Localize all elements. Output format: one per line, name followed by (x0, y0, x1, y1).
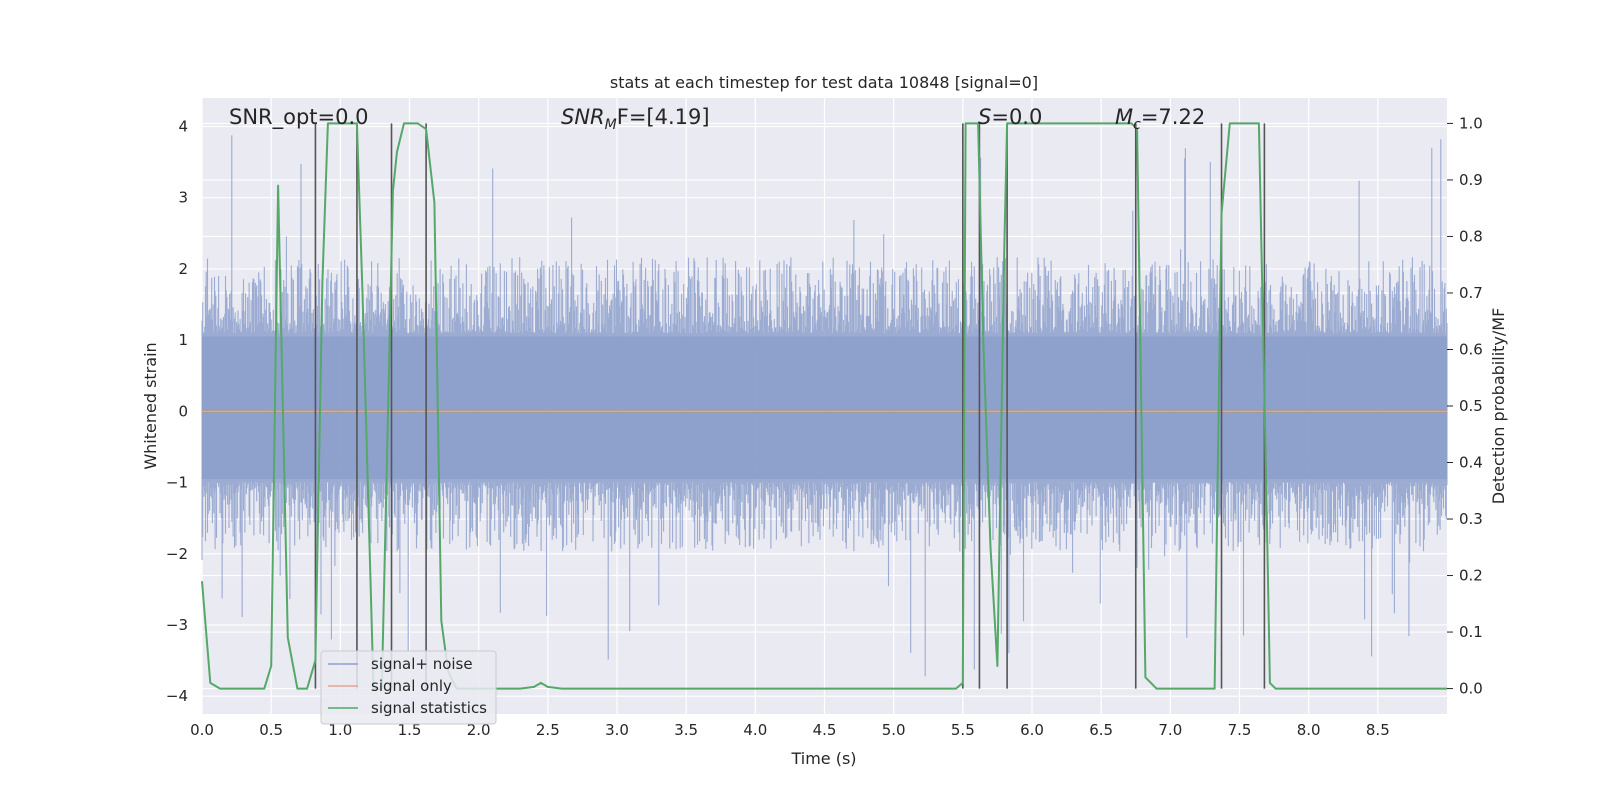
y-tick-label: 3 (178, 189, 188, 207)
legend-label-signal-noise: signal+ noise (371, 655, 473, 673)
x-tick-label: 0.5 (259, 721, 283, 739)
y-tick-label: −2 (166, 545, 188, 563)
annotation-mc: Mc=7.22 (1115, 105, 1205, 133)
legend: signal+ noise signal only signal statist… (320, 650, 497, 725)
x-tick-label: 7.0 (1158, 721, 1182, 739)
legend-label-signal-only: signal only (371, 677, 452, 695)
chart-title: stats at each timestep for test data 108… (610, 73, 1038, 92)
annotation-s-tail: =0.0 (991, 105, 1042, 129)
x-tick-label: 2.0 (467, 721, 491, 739)
x-tick-label: 2.5 (536, 721, 560, 739)
y-tick-label: −1 (166, 474, 188, 492)
annotation-mc-sub: c (1133, 117, 1141, 133)
annotation-mc-base: M (1115, 105, 1133, 129)
y2-axis-label: Detection probability/MF (1489, 308, 1508, 505)
x-tick-label: 5.0 (882, 721, 906, 739)
noise-series (201, 135, 1448, 677)
annotation-snr-mf-tail: F=[4.19] (617, 105, 710, 129)
y-tick-label: 0 (178, 402, 188, 420)
x-tick-label: 3.5 (674, 721, 698, 739)
x-axis-label: Time (s) (790, 749, 856, 768)
y-axis-label: Whitened strain (141, 342, 160, 469)
x-tick-label: 6.5 (1089, 721, 1113, 739)
legend-label-signal-statistics: signal statistics (371, 699, 487, 717)
y2-tick-label: 0.2 (1459, 567, 1483, 585)
y2-tick-label: 0.7 (1459, 284, 1483, 302)
y2-tick-label: 0.1 (1459, 623, 1483, 641)
y2-tick-label: 0.8 (1459, 227, 1483, 245)
annotation-snr-mf-base: SNR (561, 105, 605, 129)
y-tick-label: 1 (178, 331, 188, 349)
x-tick-label: 4.0 (743, 721, 767, 739)
y-tick-label: 2 (178, 260, 188, 278)
y2-tick-label: 0.5 (1459, 397, 1483, 415)
y2-tick-label: 0.4 (1459, 454, 1483, 472)
y2-tick-label: 1.0 (1459, 114, 1483, 132)
legend-box (320, 650, 497, 725)
signal-statistics-line (201, 122, 1447, 690)
signal-statistics-series (201, 122, 1447, 690)
y2-tick-label: 0.0 (1459, 680, 1483, 698)
annotation-mc-tail: =7.22 (1141, 105, 1205, 129)
y-tick-label: −3 (166, 616, 188, 634)
annotation-snr-mf-sub: M (605, 117, 617, 133)
x-tick-label: 6.0 (1020, 721, 1044, 739)
x-tick-label: 7.5 (1228, 721, 1252, 739)
annotation-snr-opt: SNR_opt=0.0 (229, 105, 369, 130)
noise-band (202, 336, 1447, 479)
y-tick-label: −4 (166, 687, 188, 705)
tick-labels: 0.0 0.5 1.0 1.5 2.0 2.5 3.0 3.5 4.0 4.5 5.0 5.5 6.0 6… (166, 114, 1483, 739)
annotation-s-base: S (978, 105, 991, 129)
annotation-s: S=0.0 (978, 105, 1042, 129)
x-tick-label: 8.0 (1297, 721, 1321, 739)
y2-tick-label: 0.3 (1459, 510, 1483, 528)
y2-tick-label: 0.9 (1459, 171, 1483, 189)
x-tick-label: 0.0 (190, 721, 214, 739)
x-tick-label: 1.0 (328, 721, 352, 739)
x-tick-label: 3.0 (605, 721, 629, 739)
x-tick-label: 8.5 (1366, 721, 1390, 739)
x-tick-label: 4.5 (813, 721, 837, 739)
x-tick-label: 1.5 (398, 721, 422, 739)
annotation-snr-mf: SNRMF=[4.19] (561, 105, 710, 133)
y-tick-label: 4 (178, 117, 188, 135)
y2-tick-label: 0.6 (1459, 340, 1483, 358)
x-tick-label: 5.5 (951, 721, 975, 739)
